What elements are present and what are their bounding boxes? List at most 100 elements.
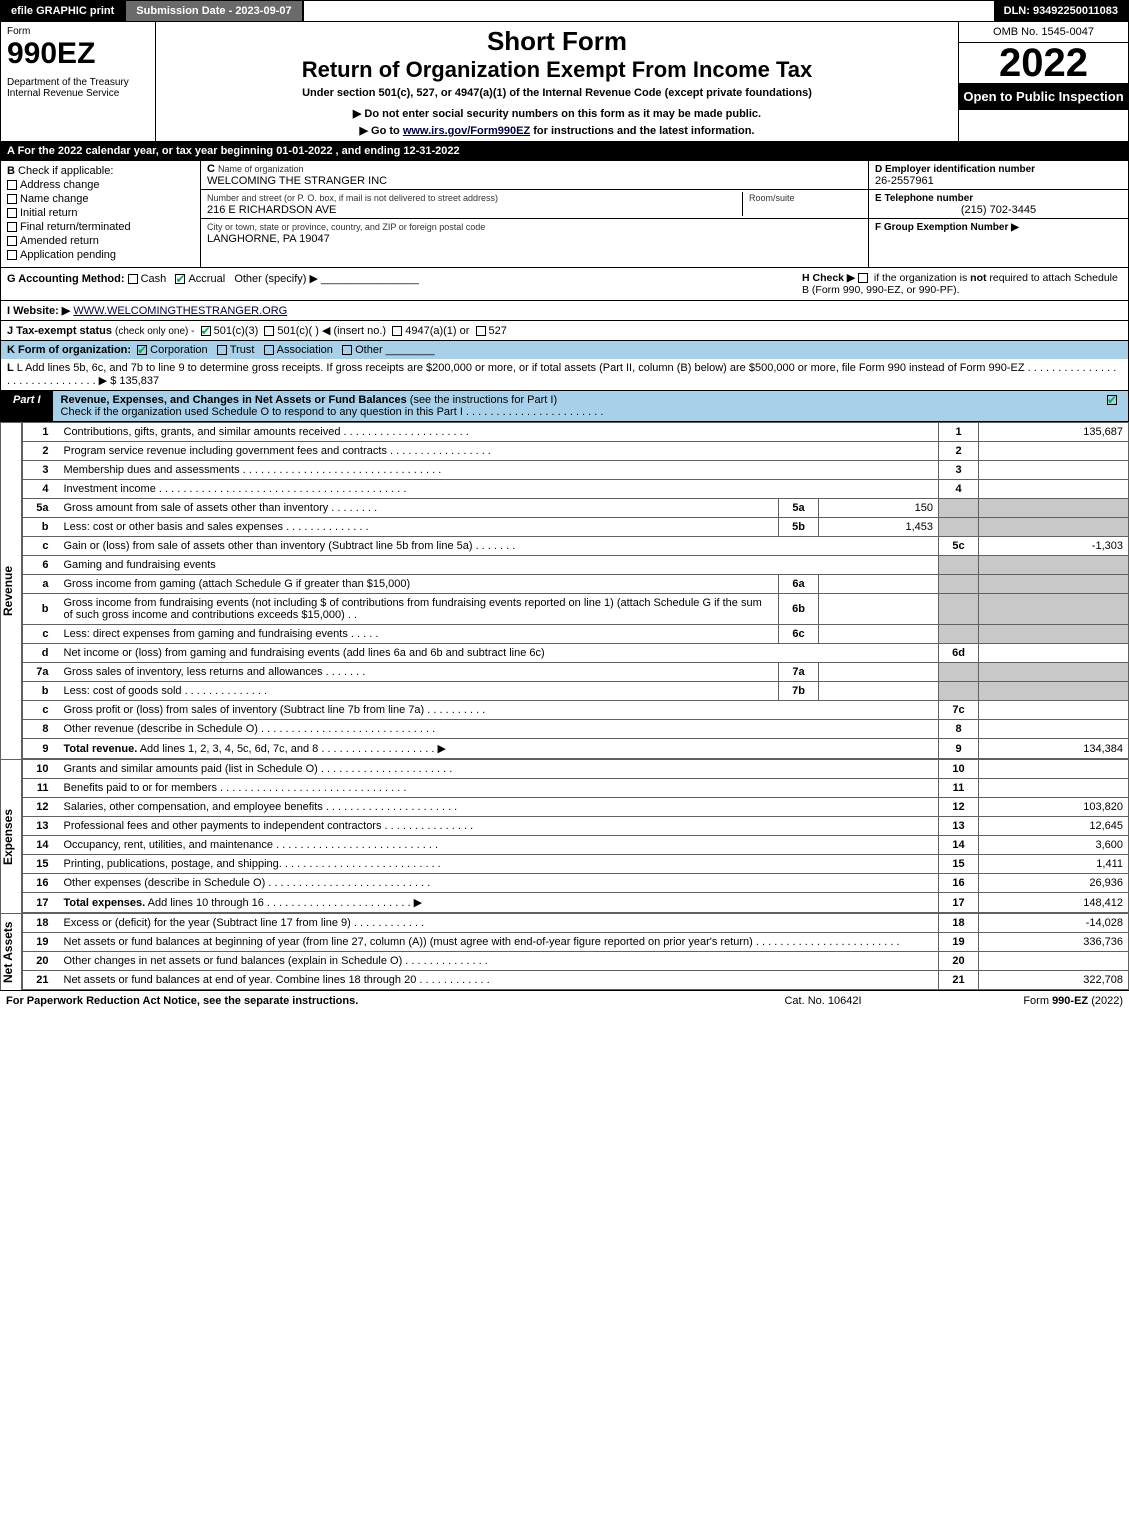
line-description: Other expenses (describe in Schedule O) … bbox=[59, 874, 939, 893]
revenue-table: 1Contributions, gifts, grants, and simil… bbox=[22, 422, 1129, 759]
g-label: G Accounting Method: bbox=[7, 273, 125, 285]
sub-line-ref: 5a bbox=[779, 499, 819, 518]
cb-association[interactable] bbox=[264, 345, 274, 355]
line-number: 10 bbox=[23, 760, 59, 779]
efile-graphic-print[interactable]: efile GRAPHIC print bbox=[1, 1, 124, 21]
line-ref: 14 bbox=[939, 836, 979, 855]
line-number: c bbox=[23, 537, 59, 556]
l-text: L Add lines 5b, 6c, and 7b to line 9 to … bbox=[7, 362, 1116, 387]
room-label: Room/suite bbox=[749, 193, 795, 203]
line-description: Excess or (deficit) for the year (Subtra… bbox=[59, 914, 939, 933]
cb-application-pending[interactable]: Application pending bbox=[7, 249, 194, 261]
line-amount bbox=[979, 442, 1129, 461]
short-form-title: Short Form bbox=[160, 26, 954, 57]
cb-501c3[interactable] bbox=[201, 326, 211, 336]
line-description: Total expenses. Add lines 10 through 16 … bbox=[59, 893, 939, 913]
cb-cash[interactable] bbox=[128, 274, 138, 284]
b-label: B bbox=[7, 165, 15, 177]
form-number: 990EZ bbox=[7, 37, 149, 71]
cb-accrual[interactable] bbox=[175, 274, 185, 284]
line-ref: 16 bbox=[939, 874, 979, 893]
line-number: 14 bbox=[23, 836, 59, 855]
org-name: WELCOMING THE STRANGER INC bbox=[207, 175, 387, 187]
sub-line-ref: 7a bbox=[779, 663, 819, 682]
line-ref: 19 bbox=[939, 933, 979, 952]
line-ref: 6d bbox=[939, 644, 979, 663]
line-number: b bbox=[23, 682, 59, 701]
cat-no: Cat. No. 10642I bbox=[723, 995, 923, 1007]
form-label: Form bbox=[7, 26, 149, 37]
table-row: bGross income from fundraising events (n… bbox=[23, 594, 1129, 625]
line-number: 16 bbox=[23, 874, 59, 893]
cb-527[interactable] bbox=[476, 326, 486, 336]
line-description: Gross income from fundraising events (no… bbox=[59, 594, 779, 625]
line-amount: 26,936 bbox=[979, 874, 1129, 893]
line-number: 4 bbox=[23, 480, 59, 499]
line-description: Net assets or fund balances at end of ye… bbox=[59, 971, 939, 990]
table-row: dNet income or (loss) from gaming and fu… bbox=[23, 644, 1129, 663]
section-k: K Form of organization: Corporation Trus… bbox=[0, 341, 1129, 359]
dept-treasury: Department of the Treasury bbox=[7, 77, 149, 88]
irs-link[interactable]: www.irs.gov/Form990EZ bbox=[403, 125, 530, 137]
cb-501c[interactable] bbox=[264, 326, 274, 336]
line-ref: 17 bbox=[939, 893, 979, 913]
g-other: Other (specify) ▶ bbox=[234, 273, 318, 285]
table-row: 9Total revenue. Add lines 1, 2, 3, 4, 5c… bbox=[23, 739, 1129, 759]
line-amount: 134,384 bbox=[979, 739, 1129, 759]
cb-trust[interactable] bbox=[217, 345, 227, 355]
sub-line-ref: 7b bbox=[779, 682, 819, 701]
cb-address-change[interactable]: Address change bbox=[7, 179, 194, 191]
line-number: 8 bbox=[23, 720, 59, 739]
table-row: 7aGross sales of inventory, less returns… bbox=[23, 663, 1129, 682]
revenue-section: Revenue 1Contributions, gifts, grants, a… bbox=[0, 422, 1129, 759]
netassets-table: 18Excess or (deficit) for the year (Subt… bbox=[22, 913, 1129, 990]
cb-h-not-required[interactable] bbox=[858, 273, 868, 283]
line-amount: 1,411 bbox=[979, 855, 1129, 874]
section-def: D Employer identification number 26-2557… bbox=[868, 161, 1128, 267]
expenses-section: Expenses 10Grants and similar amounts pa… bbox=[0, 759, 1129, 913]
sub-line-value bbox=[819, 682, 939, 701]
part-1-schedule-o-check[interactable] bbox=[1099, 391, 1128, 421]
j-label: J Tax-exempt status bbox=[7, 325, 112, 337]
cb-name-change[interactable]: Name change bbox=[7, 193, 194, 205]
cb-corporation[interactable] bbox=[137, 345, 147, 355]
cb-4947[interactable] bbox=[392, 326, 402, 336]
table-row: 13Professional fees and other payments t… bbox=[23, 817, 1129, 836]
line-number: 12 bbox=[23, 798, 59, 817]
line-ref: 8 bbox=[939, 720, 979, 739]
cb-other-org[interactable] bbox=[342, 345, 352, 355]
line-ref: 1 bbox=[939, 423, 979, 442]
e-phone-label: E Telephone number bbox=[875, 193, 973, 204]
ssn-warning: ▶ Do not enter social security numbers o… bbox=[160, 107, 954, 120]
line-amount: -14,028 bbox=[979, 914, 1129, 933]
table-row: 4Investment income . . . . . . . . . . .… bbox=[23, 480, 1129, 499]
h-label: H Check ▶ bbox=[802, 272, 855, 284]
cb-final-return[interactable]: Final return/terminated bbox=[7, 221, 194, 233]
cb-initial-return[interactable]: Initial return bbox=[7, 207, 194, 219]
line-ref: 3 bbox=[939, 461, 979, 480]
line-ref-shaded bbox=[939, 518, 979, 537]
expenses-vlabel: Expenses bbox=[0, 759, 22, 913]
b-check-label: Check if applicable: bbox=[18, 165, 113, 177]
table-row: 15Printing, publications, postage, and s… bbox=[23, 855, 1129, 874]
line-number: 21 bbox=[23, 971, 59, 990]
street: 216 E RICHARDSON AVE bbox=[207, 204, 336, 216]
line-description: Net assets or fund balances at beginning… bbox=[59, 933, 939, 952]
table-row: cLess: direct expenses from gaming and f… bbox=[23, 625, 1129, 644]
line-amount: 148,412 bbox=[979, 893, 1129, 913]
website-link[interactable]: WWW.WELCOMINGTHESTRANGER.ORG bbox=[73, 305, 287, 317]
line-number: 1 bbox=[23, 423, 59, 442]
org-name-row: C Name of organization WELCOMING THE STR… bbox=[201, 161, 868, 190]
irs-label: Internal Revenue Service bbox=[7, 88, 149, 99]
header-right-block: OMB No. 1545-0047 2022 Open to Public In… bbox=[958, 22, 1128, 141]
line-amount-shaded bbox=[979, 499, 1129, 518]
part-1-title: Revenue, Expenses, and Changes in Net As… bbox=[53, 391, 1099, 421]
line-description: Less: cost or other basis and sales expe… bbox=[59, 518, 779, 537]
line-ref: 2 bbox=[939, 442, 979, 461]
table-row: 18Excess or (deficit) for the year (Subt… bbox=[23, 914, 1129, 933]
cb-amended-return[interactable]: Amended return bbox=[7, 235, 194, 247]
line-number: 17 bbox=[23, 893, 59, 913]
line-number: c bbox=[23, 625, 59, 644]
line-amount-shaded bbox=[979, 518, 1129, 537]
line-description: Less: cost of goods sold . . . . . . . .… bbox=[59, 682, 779, 701]
